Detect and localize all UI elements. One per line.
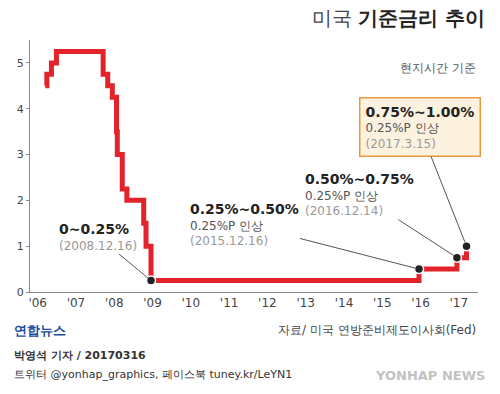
svg-text:'13: '13 bbox=[296, 296, 315, 310]
svg-text:0.75%~1.00%0.25%P 인상(2017.3.15: 0.75%~1.00%0.25%P 인상(2017.3.15) bbox=[366, 104, 475, 151]
svg-text:5: 5 bbox=[17, 57, 24, 70]
svg-text:연합뉴스: 연합뉴스 bbox=[14, 323, 66, 338]
svg-text:'11: '11 bbox=[220, 296, 239, 310]
svg-text:0.50%~0.75%0.25%P 인상(2016.12.1: 0.50%~0.75%0.25%P 인상(2016.12.14) bbox=[305, 171, 414, 218]
svg-text:'15: '15 bbox=[373, 296, 392, 310]
svg-text:4: 4 bbox=[17, 103, 24, 116]
svg-text:'16: '16 bbox=[411, 296, 430, 310]
svg-text:박영석 기자 / 20170316: 박영석 기자 / 20170316 bbox=[14, 349, 146, 362]
svg-text:'07: '07 bbox=[67, 296, 86, 310]
svg-text:0: 0 bbox=[17, 286, 24, 299]
svg-text:1: 1 bbox=[17, 240, 24, 253]
svg-text:미국 기준금리 추이: 미국 기준금리 추이 bbox=[312, 6, 485, 30]
svg-text:'08: '08 bbox=[105, 296, 124, 310]
svg-text:자료/ 미국 연방준비제도이사회(Fed): 자료/ 미국 연방준비제도이사회(Fed) bbox=[278, 323, 476, 337]
svg-text:YONHAP NEWS: YONHAP NEWS bbox=[375, 368, 485, 383]
svg-text:3: 3 bbox=[17, 148, 24, 161]
svg-text:0.25%~0.50%0.25%P 인상(2015.12.1: 0.25%~0.50%0.25%P 인상(2015.12.16) bbox=[190, 201, 299, 248]
svg-text:'12: '12 bbox=[258, 296, 277, 310]
svg-text:0~0.25%(2008.12.16): 0~0.25%(2008.12.16) bbox=[59, 221, 137, 253]
svg-text:'06: '06 bbox=[28, 296, 47, 310]
svg-text:'14: '14 bbox=[335, 296, 354, 310]
svg-text:2: 2 bbox=[17, 194, 24, 207]
svg-text:'17: '17 bbox=[450, 296, 469, 310]
svg-text:'09: '09 bbox=[143, 296, 162, 310]
svg-text:현지시간 기준: 현지시간 기준 bbox=[400, 61, 476, 75]
svg-text:'10: '10 bbox=[182, 296, 201, 310]
svg-text:트위터 @yonhap_graphics, 페이스북 tun: 트위터 @yonhap_graphics, 페이스북 tuney.kr/LeYN… bbox=[14, 368, 292, 381]
